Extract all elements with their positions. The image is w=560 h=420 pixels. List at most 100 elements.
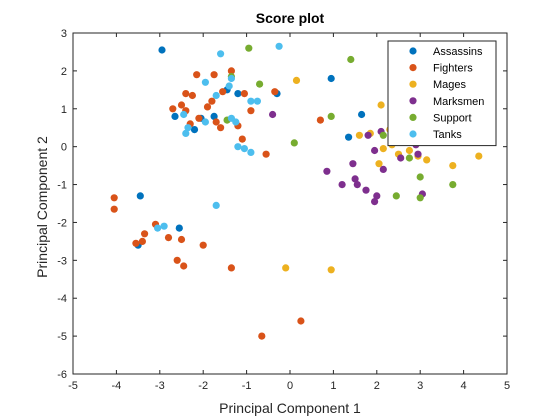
legend-label-support: Support (433, 112, 472, 124)
x-axis-title: Principal Component 1 (219, 400, 361, 416)
data-point-support (416, 194, 424, 202)
legend-marker-assassins (409, 47, 417, 55)
data-point-fighters (238, 135, 246, 143)
x-tick-label: 4 (461, 380, 467, 392)
y-tick-label: 3 (61, 28, 67, 40)
y-tick-label: -3 (57, 255, 67, 267)
data-point-tanks (201, 118, 209, 126)
data-point-support (449, 181, 457, 189)
data-point-fighters (138, 237, 146, 245)
data-point-marksmen (371, 198, 379, 206)
data-point-tanks (247, 97, 255, 105)
legend-marker-tanks (409, 130, 417, 138)
data-point-marksmen (373, 192, 381, 200)
data-point-fighters (182, 90, 190, 98)
data-point-tanks (160, 222, 168, 230)
data-point-assassins (175, 224, 183, 232)
legend-marker-support (409, 113, 417, 121)
data-point-fighters (173, 256, 181, 264)
x-tick-label: 5 (504, 380, 510, 392)
data-point-support (256, 80, 264, 88)
data-point-support (327, 112, 335, 120)
data-point-assassins (358, 110, 366, 119)
data-point-mages (475, 152, 483, 160)
legend-label-assassins: Assassins (433, 46, 483, 58)
data-point-fighters (240, 90, 248, 98)
data-point-mages (355, 131, 363, 139)
data-point-tanks (154, 224, 162, 232)
data-point-tanks (182, 129, 190, 137)
data-point-fighters (177, 235, 186, 244)
legend-marker-marksmen (409, 97, 417, 105)
data-point-fighters (141, 230, 149, 238)
data-point-marksmen (379, 165, 387, 173)
data-point-fighters (227, 67, 235, 75)
data-point-assassins (345, 133, 353, 141)
y-axis-title: Principal Component 2 (34, 136, 50, 278)
data-point-tanks (201, 78, 209, 86)
data-point-support (416, 173, 424, 181)
data-point-tanks (212, 91, 220, 100)
data-point-mages (379, 145, 387, 153)
data-point-fighters (199, 241, 207, 249)
data-point-fighters (188, 91, 196, 100)
data-point-fighters (169, 105, 177, 113)
legend-label-fighters: Fighters (433, 63, 473, 75)
data-point-assassins (190, 126, 199, 134)
x-tick-label: -5 (68, 380, 78, 392)
data-point-mages (449, 162, 457, 170)
data-point-tanks (184, 124, 192, 132)
data-point-fighters (297, 317, 305, 325)
y-tick-label: -2 (57, 217, 67, 229)
data-point-fighters (110, 194, 118, 202)
data-point-support (405, 154, 413, 162)
data-point-fighters (203, 103, 212, 111)
data-point-fighters (258, 332, 266, 340)
data-point-tanks (180, 110, 188, 119)
data-point-mages (405, 146, 413, 155)
data-point-mages (377, 101, 385, 109)
x-tick-label: 0 (287, 380, 293, 392)
data-point-marksmen (364, 131, 372, 139)
data-point-fighters (208, 97, 216, 105)
data-point-mages (375, 160, 383, 168)
legend-label-marksmen: Marksmen (433, 96, 484, 108)
data-point-fighters (219, 88, 227, 96)
legend-label-mages: Mages (433, 79, 467, 91)
data-point-mages (327, 266, 335, 274)
x-tick-label: -2 (198, 380, 208, 392)
data-point-tanks (240, 145, 248, 153)
data-point-tanks (247, 148, 255, 156)
data-point-marksmen (362, 186, 370, 194)
data-point-assassins (210, 112, 218, 120)
data-point-fighters (132, 239, 140, 247)
data-point-marksmen (414, 150, 422, 158)
data-point-assassins (158, 46, 166, 54)
x-tick-label: -4 (112, 380, 122, 392)
legend: Assassins Fighters Mages Marksmen Support Tan… (387, 40, 497, 147)
data-point-marksmen (349, 160, 357, 168)
data-point-assassins (234, 90, 242, 98)
data-point-fighters (247, 107, 255, 115)
x-tick-label: -3 (155, 380, 165, 392)
y-tick-label: 0 (61, 142, 67, 154)
x-tick-label: 2 (374, 380, 380, 392)
data-point-mages (423, 156, 431, 164)
data-point-support (245, 44, 253, 52)
data-point-fighters (212, 118, 220, 126)
data-point-tanks (232, 118, 240, 126)
data-point-fighters (316, 116, 324, 124)
data-point-marksmen (351, 175, 359, 183)
y-tick-label: -4 (57, 293, 67, 305)
data-point-marksmen (371, 146, 379, 155)
y-tick-label: -6 (57, 369, 67, 381)
data-point-fighters (110, 205, 118, 213)
x-tick-label: -1 (242, 380, 252, 392)
data-point-tanks (225, 82, 233, 90)
data-point-mages (292, 76, 301, 84)
data-point-tanks (217, 50, 225, 58)
y-tick-label: -5 (57, 331, 67, 343)
legend-marker-mages (409, 80, 417, 88)
data-point-fighters (262, 150, 270, 158)
